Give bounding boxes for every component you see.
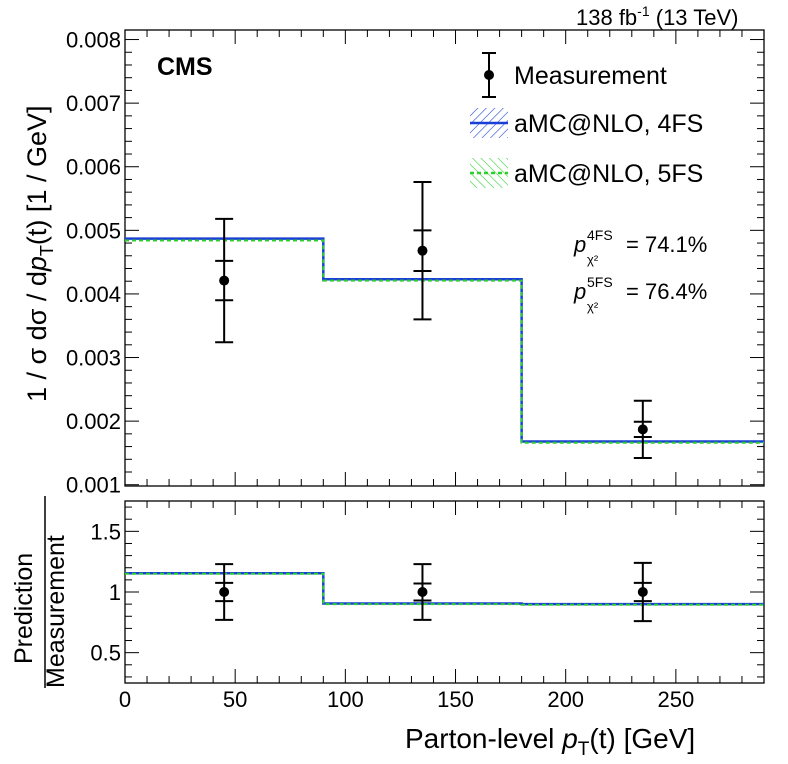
svg-text:p: p [573, 279, 586, 304]
ratio-panel-measurements [215, 561, 652, 623]
top-data-point [417, 245, 428, 256]
top-panel-measurements [215, 181, 652, 460]
experiment-label: CMS [157, 53, 213, 81]
top-y-tick-label: 0.005 [66, 218, 121, 243]
top-y-tick-label: 0.001 [66, 473, 121, 498]
top-4fs-step [125, 237, 764, 443]
x-tick-label: 250 [658, 687, 695, 712]
legend-5fs-label: aMC@NLO, 5FS [514, 160, 703, 188]
svg-text:4FS: 4FS [587, 227, 613, 243]
legend-measurement-label: Measurement [514, 62, 667, 90]
svg-text:= 76.4%: = 76.4% [626, 279, 707, 304]
svg-text:Measurement: Measurement [42, 535, 70, 688]
ratio-y-tick-label: 1 [109, 580, 121, 605]
top-y-tick-label: 0.002 [66, 409, 121, 434]
svg-text:χ²: χ² [587, 252, 599, 267]
top-panel-ticks: 0.001 0.002 0.003 0.004 0.005 0.006 0.007 0.008 [66, 28, 764, 498]
svg-text:= 74.1%: = 74.1% [626, 232, 707, 257]
pvalue-4fs: p 4FS χ² = 74.1% [573, 227, 707, 267]
top-y-tick-label: 0.007 [66, 91, 121, 116]
ratio-data-point [637, 587, 648, 597]
x-tick-label: 150 [437, 687, 474, 712]
top-y-axis-label: 1 / σ dσ / dpT(t) [1 / GeV] [22, 106, 57, 402]
top-data-point [219, 275, 230, 286]
svg-text:p: p [573, 232, 586, 257]
ratio-y-axis-label: Prediction Measurement [10, 496, 70, 688]
pvalue-5fs: p 5FS χ² = 76.4% [573, 274, 707, 314]
ratio-y-tick-label: 1.5 [90, 519, 121, 544]
svg-text:5FS: 5FS [587, 274, 613, 290]
svg-text:Prediction: Prediction [10, 553, 38, 664]
legend-5fs-marker [470, 158, 508, 188]
ratio-y-tick-label: 0.5 [90, 641, 121, 666]
legend-4fs-label: aMC@NLO, 4FS [514, 110, 703, 138]
top-panel-predictions [125, 237, 764, 444]
x-tick-label: 0 [119, 687, 131, 712]
top-panel-frame [124, 29, 765, 487]
top-y-tick-label: 0.006 [66, 155, 121, 180]
top-y-tick-label: 0.008 [66, 28, 121, 53]
legend: Measurement aMC@NLO, 4FS aMC@NLO, 5FS [470, 52, 703, 188]
ratio-panel-ticks: 0.5 1 1.5 [90, 506, 764, 678]
svg-text:χ²: χ² [587, 299, 599, 314]
legend-4fs-marker [470, 108, 508, 138]
x-tick-label: 100 [327, 687, 364, 712]
x-tick-label: 50 [223, 687, 247, 712]
legend-measurement-marker [482, 52, 496, 98]
top-y-tick-label: 0.003 [66, 346, 121, 371]
ratio-data-point [417, 587, 428, 597]
x-tick-label: 200 [547, 687, 584, 712]
top-y-tick-label: 0.004 [66, 282, 121, 307]
x-axis-label: Parton-level pT(t) [GeV] [405, 723, 695, 760]
top-data-point [637, 424, 648, 435]
lumi-label: 138 fb-1 (13 TeV) [576, 3, 739, 30]
ratio-data-point [219, 587, 230, 597]
x-axis-ticks: 0 50 100 150 200 250 [119, 30, 765, 712]
